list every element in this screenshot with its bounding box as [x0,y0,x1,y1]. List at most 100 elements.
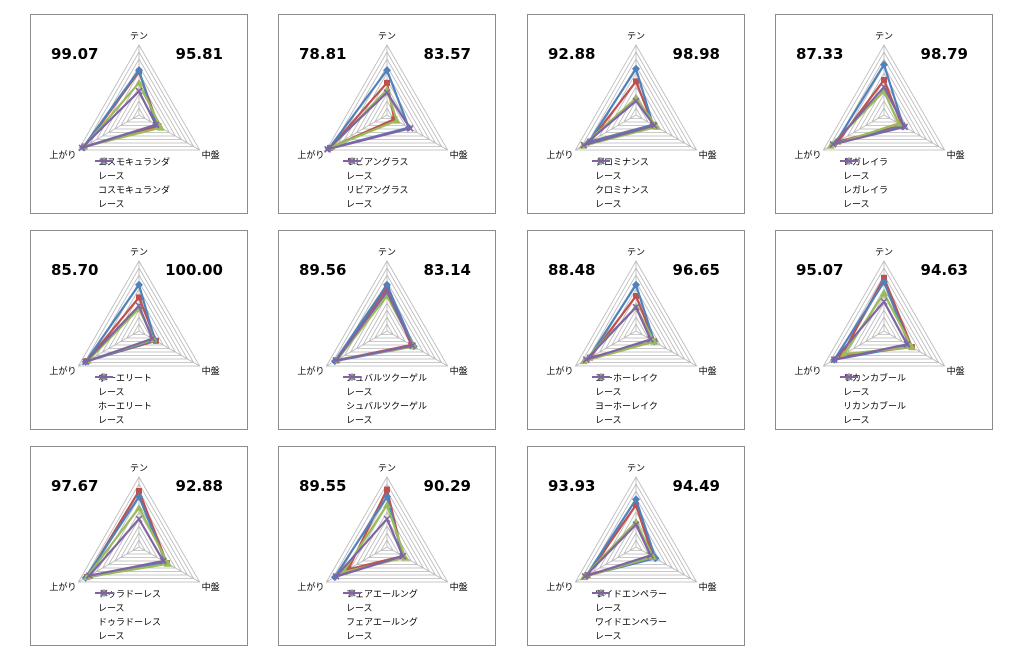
legend-label: クロミナンス [595,158,649,168]
legend-swatch [343,373,361,381]
grid-ring [828,267,940,363]
legend-item: レース [592,157,649,184]
grid-ring [871,100,897,123]
data-point [383,492,391,501]
grid-ring [83,483,195,579]
grid-ring [580,51,692,147]
legend-label: ワイドエンペラー [595,618,668,628]
series-line [831,299,909,362]
grid-ring [586,58,686,144]
grid-ring [83,51,195,147]
legend-marker [597,589,605,597]
legend-item: レース [343,589,418,616]
grid-ring [77,260,201,367]
radar-chart-panel: テン 中盤 上がり 99.07 95.81 コスモキュランダ レース コスモキュランダ レース [30,14,248,214]
right-value: 94.63 [920,261,968,279]
grid-ring [877,323,891,335]
data-point [650,337,659,345]
data-point [647,335,655,343]
grid-ring [623,316,649,339]
axis-label: 上がり [794,149,821,161]
data-point [384,79,390,86]
legend-item: コスモキュランダ [95,157,170,198]
legend-label: レース [98,416,125,426]
data-point [136,294,142,301]
grid-ring [132,323,146,335]
radar-chart-panel: テン 中盤 上がり 87.33 98.79 レガレイラ レース レガレイラ レース [775,14,993,214]
data-point [632,64,640,73]
grid-ring [834,274,934,360]
series-line [584,522,653,578]
data-point [647,551,655,559]
radar-chart-panel: テン 中盤 上がり 92.88 98.98 クロミナンス レース クロミナンス レース [527,14,745,214]
data-point [580,141,588,149]
data-point [383,288,391,296]
grid-ring [598,504,674,569]
legend-item: リカンカブール [840,373,906,414]
data-point [332,356,340,364]
left-value: 88.48 [548,261,596,279]
grid-ring [77,476,201,583]
right-value: 100.00 [165,261,223,279]
data-point [408,342,416,350]
grid-ring [380,107,394,119]
left-value: 89.55 [299,477,347,495]
legend-label: コスモキュランダ [98,158,171,168]
series-line [323,90,412,152]
grid-ring [89,274,189,360]
axis-spoke [883,114,945,151]
legend-label: レース [595,200,622,210]
data-point [82,358,90,366]
axis-label: 中盤 [202,365,220,377]
legend-label: レース [346,416,373,426]
grid-ring [77,44,201,151]
grid-ring [349,504,425,569]
axis-label: 中盤 [450,149,468,161]
legend-item: ヨーホーレイク [592,373,658,414]
legend-marker [100,157,108,165]
legend-item: レース [343,373,427,428]
series-line [582,305,653,363]
series-line [84,303,154,363]
grid-ring [337,274,437,360]
data-point [829,140,837,148]
data-point [399,552,407,560]
grid-ring [374,316,400,339]
data-point [332,572,340,580]
axis-label: テン [378,247,396,258]
legend-swatch [95,157,113,165]
data-point [136,488,142,494]
data-point [901,123,909,131]
grid-ring [586,490,686,576]
axis-label: 中盤 [947,365,965,377]
legend-marker [100,589,108,597]
legend-item: レース [95,589,161,644]
axis-spoke [635,114,697,151]
legend-swatch [592,157,610,165]
data-point [632,303,640,311]
axis-label: 上がり [49,149,76,161]
legend-label: レース [843,172,870,182]
grid-ring [629,539,643,551]
legend: ドゥラドーレス レース ドゥラドーレス レース [95,588,161,644]
series-line [81,89,158,149]
data-point [383,515,391,523]
data-point [135,66,143,75]
axis-label: 中盤 [699,149,717,161]
data-point [345,566,352,573]
grid-ring [574,476,698,583]
grid-ring [877,107,891,119]
data-point [648,552,657,560]
right-value: 83.57 [423,45,471,63]
grid-ring [126,100,152,123]
legend-label: フェアエールング [346,618,418,628]
legend-item: シュバルツクーゲル [343,373,427,414]
legend-item: レース [592,373,658,400]
data-point [894,119,903,127]
legend: リビアングラス レース リビアングラス レース [343,156,408,212]
axis-label: 上がり [794,365,821,377]
data-point [383,89,391,97]
data-point [406,124,414,132]
